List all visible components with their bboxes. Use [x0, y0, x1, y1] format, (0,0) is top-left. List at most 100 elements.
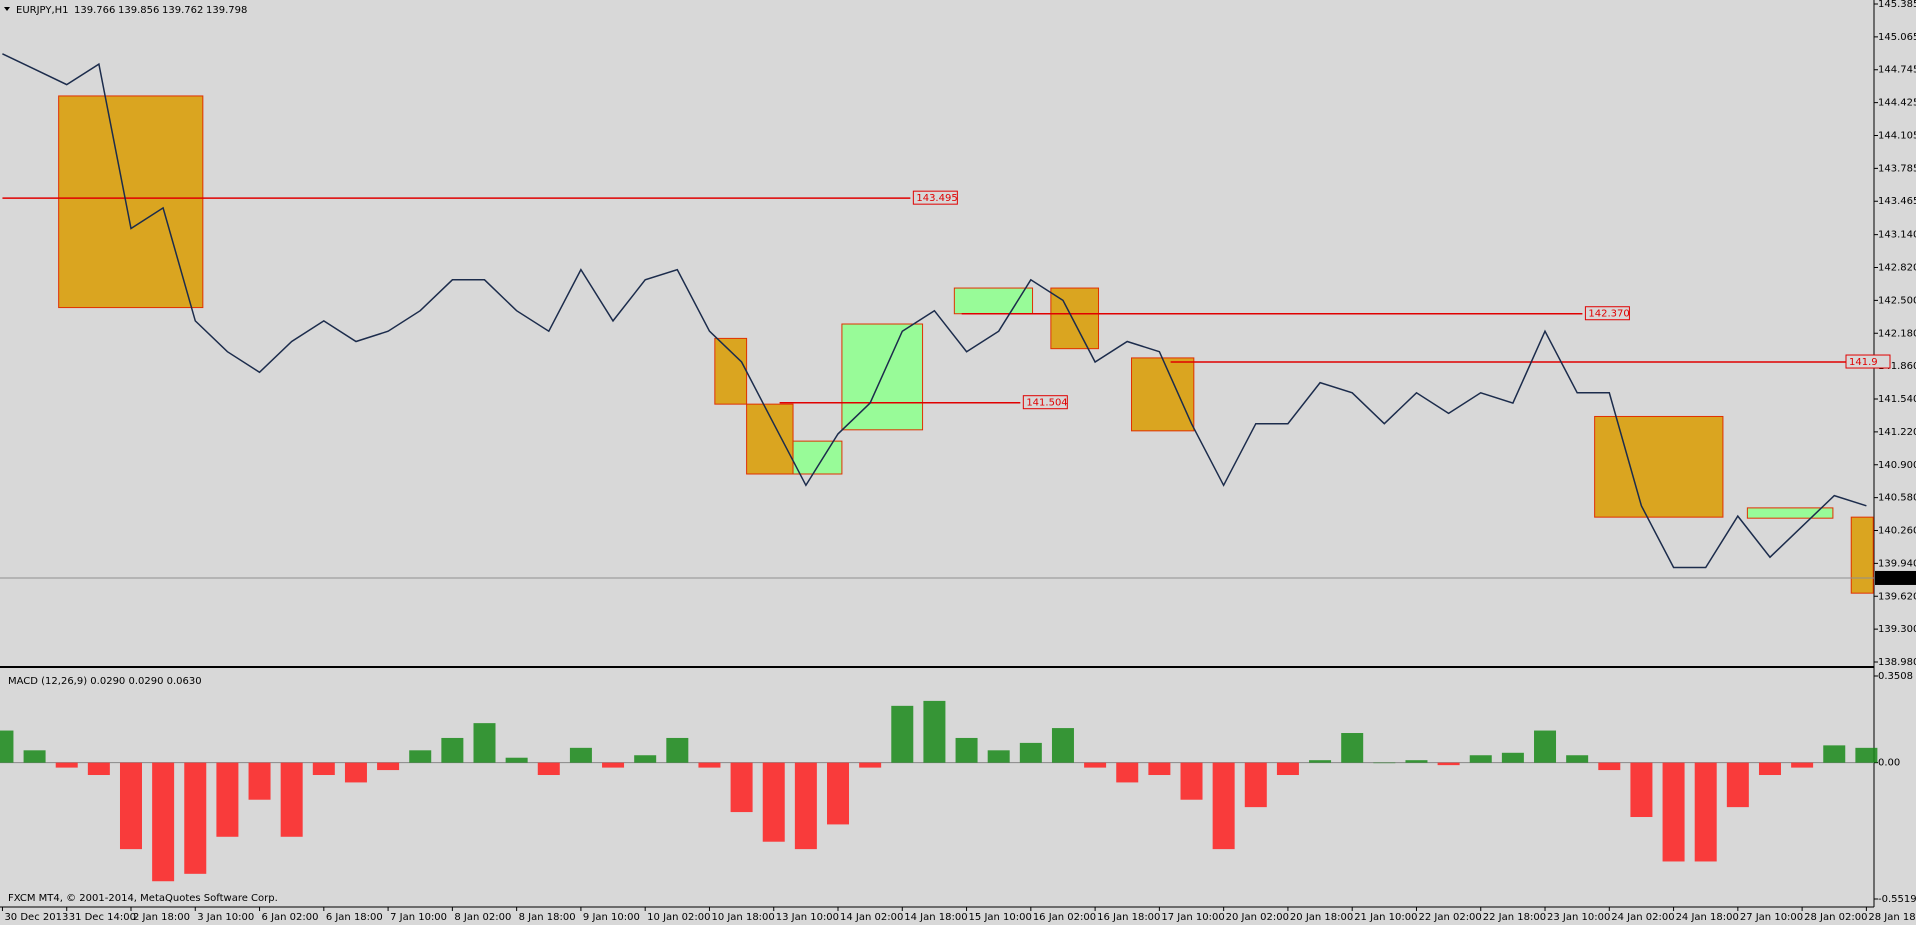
histogram-bar — [602, 762, 625, 768]
x-tick-label: 16 Jan 02:00 — [1033, 912, 1096, 923]
y-tick-label: 143.140 — [1878, 230, 1916, 241]
x-tick-label: 22 Jan 18:00 — [1483, 912, 1546, 923]
x-tick-label: 10 Jan 02:00 — [647, 912, 710, 923]
zone — [714, 337, 748, 405]
y-tick-label: 142.180 — [1878, 328, 1916, 339]
histogram-bar — [473, 723, 496, 763]
y-tick-label: 141.220 — [1878, 427, 1916, 438]
histogram-bar — [1791, 762, 1814, 768]
histogram-bar — [184, 762, 207, 874]
histogram-bar — [377, 762, 400, 771]
histogram-bar — [55, 762, 78, 768]
histogram-bar — [344, 762, 367, 783]
histogram-bar — [248, 762, 271, 800]
histogram-bar — [827, 762, 850, 825]
footer: FXCM MT4, © 2001-2014, MetaQuotes Softwa… — [8, 893, 278, 904]
histogram-bar — [1019, 742, 1042, 763]
y-tick-label: 140.260 — [1878, 526, 1916, 537]
level-label: 142.370 — [1588, 309, 1629, 320]
current-price-box — [1875, 570, 1916, 585]
y-tick-label: 140.900 — [1878, 460, 1916, 471]
x-tick-label: 8 Jan 18:00 — [519, 912, 576, 923]
x-tick-label: 9 Jan 10:00 — [583, 912, 640, 923]
x-tick-label: 8 Jan 02:00 — [454, 912, 511, 923]
x-tick-label: 30 Dec 2013 — [4, 912, 68, 923]
x-tick-label: 14 Jan 02:00 — [840, 912, 903, 923]
zone — [1850, 516, 1874, 594]
y-tick-label: 144.745 — [1878, 65, 1916, 76]
histogram-bar — [1823, 745, 1846, 763]
zone — [792, 440, 843, 475]
x-tick-label: 17 Jan 10:00 — [1161, 912, 1224, 923]
histogram-bar — [505, 757, 528, 763]
zone — [1594, 415, 1724, 518]
histogram-bar — [859, 762, 882, 768]
y-tick-label: 142.820 — [1878, 263, 1916, 274]
zone — [953, 287, 1034, 315]
histogram-bar — [1084, 762, 1107, 768]
y-tick-label: 145.385 — [1878, 0, 1916, 10]
y-tick-label: 138.980 — [1878, 657, 1916, 668]
level-label-box — [1584, 306, 1630, 321]
histogram-bar — [1309, 760, 1332, 763]
x-tick-label: 14 Jan 18:00 — [904, 912, 967, 923]
x-tick-label: 13 Jan 10:00 — [776, 912, 839, 923]
histogram-bar — [794, 762, 817, 850]
quote-value: 139.766 — [74, 5, 115, 16]
histogram-bar — [987, 750, 1010, 763]
histogram-bar — [1148, 762, 1171, 776]
histogram-bar — [1758, 762, 1781, 776]
histogram-bar — [1405, 760, 1428, 763]
histogram-bar — [0, 730, 14, 763]
histogram-bar — [1373, 762, 1396, 764]
y-tick-label: 139.940 — [1878, 558, 1916, 569]
histogram-bar — [216, 762, 239, 837]
histogram-bar — [955, 737, 978, 763]
histogram-bar — [698, 762, 721, 768]
x-tick-label: 31 Dec 14:00 — [69, 912, 136, 923]
histogram-bar — [1469, 755, 1492, 763]
y-tick-label: 139.620 — [1878, 591, 1916, 602]
quote-value: 139.762 — [162, 5, 203, 16]
histogram-bar — [1341, 733, 1364, 763]
histogram-bar — [1212, 762, 1235, 850]
histogram-bar — [1662, 762, 1685, 862]
histogram-bar — [634, 755, 657, 763]
y-tick-label: 139.300 — [1878, 624, 1916, 635]
x-tick-label: 24 Jan 02:00 — [1611, 912, 1674, 923]
x-tick-label: 22 Jan 02:00 — [1418, 912, 1481, 923]
x-tick-label: 24 Jan 18:00 — [1676, 912, 1739, 923]
histogram-bar — [119, 762, 142, 850]
histogram-bar — [537, 762, 560, 776]
x-tick-label: 28 Jan 18:00 — [1868, 912, 1916, 923]
y-tick-label: 145.065 — [1878, 32, 1916, 43]
histogram-bar — [1694, 762, 1717, 862]
zone — [1746, 507, 1834, 519]
histogram-bar — [730, 762, 753, 813]
level-label: 141.504 — [1026, 398, 1067, 409]
histogram-bar — [1855, 747, 1878, 763]
histogram-bar — [409, 750, 432, 763]
x-tick-label: 16 Jan 18:00 — [1097, 912, 1160, 923]
y-tick-label: 142.500 — [1878, 295, 1916, 306]
x-tick-label: 27 Jan 10:00 — [1740, 912, 1803, 923]
histogram-bar — [1051, 728, 1074, 763]
y-tick-label: 140.580 — [1878, 493, 1916, 504]
histogram-bar — [923, 700, 946, 763]
x-tick-label: 6 Jan 18:00 — [326, 912, 383, 923]
y-tick-label: 143.465 — [1878, 196, 1916, 207]
zone — [58, 95, 204, 309]
histogram-bar — [569, 747, 592, 763]
x-tick-label: 23 Jan 10:00 — [1547, 912, 1610, 923]
x-tick-label: 20 Jan 02:00 — [1226, 912, 1289, 923]
quote-value: 139.856 — [118, 5, 159, 16]
histogram-bar — [312, 762, 335, 776]
level-label-box — [1022, 395, 1068, 410]
histogram-bar — [87, 762, 110, 776]
x-tick-label: 21 Jan 10:00 — [1354, 912, 1417, 923]
y-tick-label: 141.860 — [1878, 361, 1916, 372]
histogram-bar — [666, 737, 689, 763]
price-line — [2, 53, 1867, 569]
x-tick-label: 2 Jan 18:00 — [133, 912, 190, 923]
menu-arrow — [4, 7, 10, 11]
